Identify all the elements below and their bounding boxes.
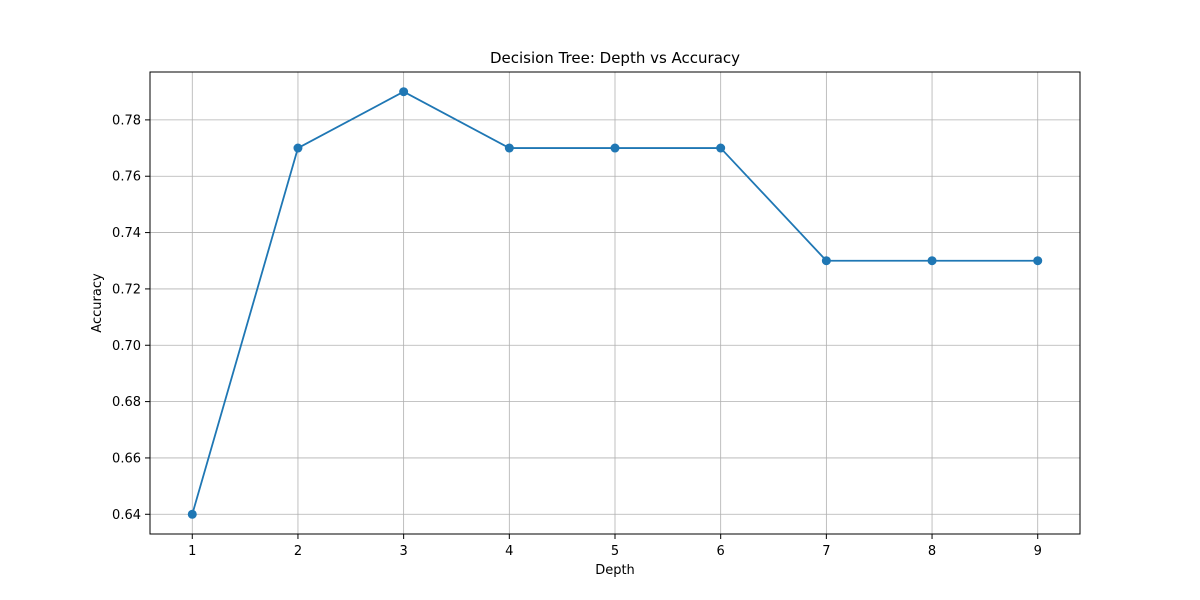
x-tick-label: 6 bbox=[717, 544, 725, 559]
chart-title: Decision Tree: Depth vs Accuracy bbox=[490, 49, 740, 67]
axis-ticks: 1 2 3 4 5 6 7 8 9 0.64 0.66 0.68 0.70 0.72 0.74 0.76 0.7… bbox=[112, 113, 1042, 559]
x-tick-label: 8 bbox=[928, 544, 936, 559]
y-tick-label: 0.64 bbox=[112, 508, 141, 523]
y-tick-label: 0.68 bbox=[112, 395, 141, 410]
x-axis-label: Depth bbox=[595, 563, 635, 578]
y-tick-label: 0.70 bbox=[112, 339, 141, 354]
y-tick-label: 0.78 bbox=[112, 113, 141, 128]
x-tick-label: 3 bbox=[399, 544, 407, 559]
y-tick-label: 0.76 bbox=[112, 170, 141, 185]
data-point bbox=[504, 143, 514, 153]
data-point bbox=[1033, 256, 1043, 266]
data-point bbox=[293, 143, 303, 153]
data-point bbox=[399, 87, 409, 97]
data-point bbox=[187, 509, 197, 519]
x-tick-label: 7 bbox=[822, 544, 830, 559]
data-point bbox=[821, 256, 831, 266]
x-tick-label: 9 bbox=[1034, 544, 1042, 559]
data-point bbox=[610, 143, 620, 153]
x-tick-label: 1 bbox=[188, 544, 196, 559]
data-point bbox=[927, 256, 937, 266]
y-tick-label: 0.66 bbox=[112, 451, 141, 466]
y-axis-label: Accuracy bbox=[90, 273, 105, 333]
y-tick-label: 0.72 bbox=[112, 282, 141, 297]
data-point bbox=[716, 143, 726, 153]
y-tick-label: 0.74 bbox=[112, 226, 141, 241]
x-tick-label: 4 bbox=[505, 544, 513, 559]
x-tick-label: 2 bbox=[294, 544, 302, 559]
x-tick-label: 5 bbox=[611, 544, 619, 559]
data-series bbox=[187, 87, 1043, 519]
